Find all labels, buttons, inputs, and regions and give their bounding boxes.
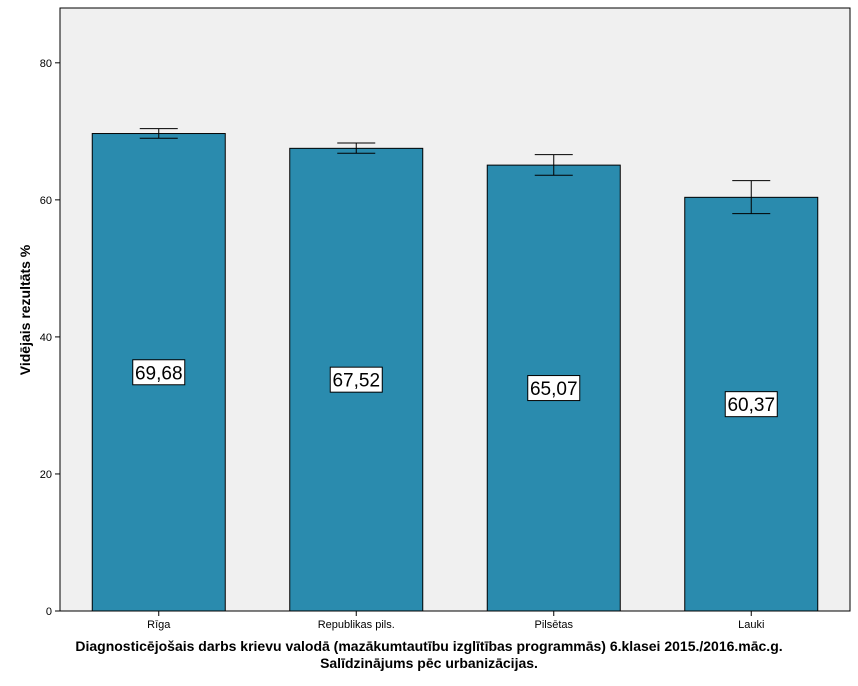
data-label: 67,52 xyxy=(332,371,380,392)
data-label-box xyxy=(329,366,383,393)
data-label: 60,37 xyxy=(727,395,775,416)
chart-caption-line-1: Diagnosticējošais darbs krievu valodā (m… xyxy=(75,638,783,654)
y-axis: 0 20 40 60 80 xyxy=(40,58,60,618)
y-tick-label: 0 xyxy=(46,606,52,618)
y-tick-label: 60 xyxy=(40,195,52,207)
bar-chart: 0 20 40 60 80 69,68 67,52 65,07 60,37 Rīga Repub… xyxy=(17,7,851,631)
data-label: 69,68 xyxy=(135,363,183,384)
y-tick-label: 80 xyxy=(40,58,52,70)
x-axis: Rīga Republikas pils. Pilsētas Lauki xyxy=(147,611,764,631)
x-tick-label: Republikas pils. xyxy=(318,619,395,631)
y-tick-label: 20 xyxy=(40,469,52,481)
data-label: 65,07 xyxy=(530,379,578,400)
bars: 69,68 67,52 65,07 60,37 xyxy=(91,128,819,612)
chart-caption-line-2: Salīdzinājums pēc urbanizācijas. xyxy=(320,655,538,671)
x-tick-label: Lauki xyxy=(738,619,764,631)
y-tick-label: 40 xyxy=(40,332,52,344)
y-axis-label: Vidējais rezultāts % xyxy=(17,244,33,375)
data-label-box xyxy=(132,359,186,386)
x-tick-label: Pilsētas xyxy=(534,619,573,631)
data-label-box xyxy=(527,375,581,402)
data-label-box xyxy=(724,391,778,418)
x-tick-label: Rīga xyxy=(147,619,171,631)
